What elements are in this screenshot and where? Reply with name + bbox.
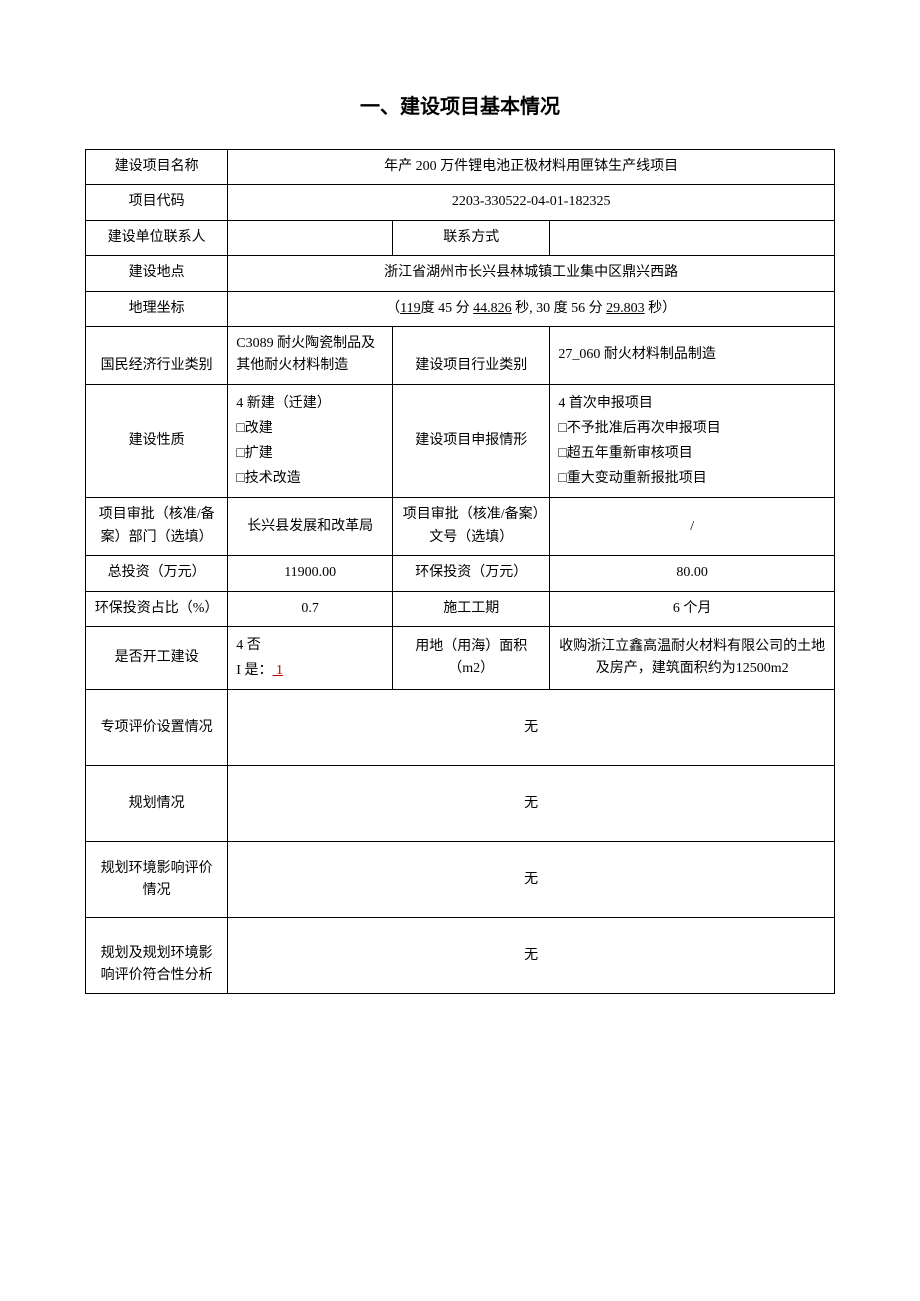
- lat-sec: 29.803: [606, 301, 645, 316]
- label-env-ratio: 环保投资占比（%）: [86, 591, 228, 626]
- project-info-table: 建设项目名称 年产 200 万件锂电池正极材料用匣钵生产线项目 项目代码 220…: [85, 149, 835, 994]
- label-project-name: 建设项目名称: [86, 150, 228, 185]
- value-approval-dept: 长兴县发展和改革局: [228, 498, 393, 556]
- label-approval-dept: 项目审批（核准/备案）部门（选填）: [86, 498, 228, 556]
- nature-opt3: □扩建: [236, 441, 384, 466]
- value-project-name: 年产 200 万件锂电池正极材料用匣钵生产线项目: [228, 150, 835, 185]
- value-declaration-type: 4 首次申报项目 □不予批准后再次申报项目 □超五年重新审核项目 □重大变动重新…: [550, 384, 835, 498]
- value-contact-method: [550, 220, 835, 255]
- nature-opt2: □改建: [236, 416, 384, 441]
- value-planning-eia: 无: [228, 842, 835, 918]
- value-coordinates: （119度 45 分 44.826 秒, 30 度 56 分 29.803 秒）: [228, 291, 835, 326]
- value-env-ratio: 0.7: [228, 591, 393, 626]
- decl-opt4: □重大变动重新报批项目: [558, 466, 826, 491]
- value-industry-category: C3089 耐火陶瓷制品及其他耐火材料制造: [228, 326, 393, 384]
- lng-min: 度 45 分: [421, 301, 470, 316]
- label-env-investment: 环保投资（万元）: [393, 556, 550, 591]
- label-special-eval: 专项评价设置情况: [86, 690, 228, 766]
- label-started: 是否开工建设: [86, 627, 228, 690]
- label-project-industry: 建设项目行业类别: [393, 326, 550, 384]
- value-compliance: 无: [228, 918, 835, 994]
- value-project-industry: 27_060 耐火材料制品制造: [550, 326, 835, 384]
- label-planning: 规划情况: [86, 766, 228, 842]
- decl-opt2: □不予批准后再次申报项目: [558, 416, 826, 441]
- sec-label: 秒, 30 度 56 分: [515, 301, 603, 316]
- value-construction-period: 6 个月: [550, 591, 835, 626]
- nature-opt1: 4 新建（迁建）: [236, 391, 384, 416]
- label-construction-period: 施工工期: [393, 591, 550, 626]
- label-location: 建设地点: [86, 256, 228, 291]
- started-opt2-val: 1: [272, 663, 283, 678]
- started-opt2-prefix: I 是：: [236, 663, 272, 678]
- label-approval-number: 项目审批（核准/备案）文号（选填）: [393, 498, 550, 556]
- coord-end: 秒）: [648, 301, 676, 316]
- label-project-code: 项目代码: [86, 185, 228, 220]
- value-approval-number: /: [550, 498, 835, 556]
- value-total-investment: 11900.00: [228, 556, 393, 591]
- label-construction-nature: 建设性质: [86, 384, 228, 498]
- label-industry-category: 国民经济行业类别: [86, 326, 228, 384]
- lng-deg: 119: [400, 301, 420, 316]
- label-total-investment: 总投资（万元）: [86, 556, 228, 591]
- value-started: 4 否 I 是： 1: [228, 627, 393, 690]
- value-contact-person: [228, 220, 393, 255]
- label-land-area: 用地（用海）面积（m2）: [393, 627, 550, 690]
- started-opt1: 4 否: [236, 633, 384, 658]
- value-location: 浙江省湖州市长兴县林城镇工业集中区鼎兴西路: [228, 256, 835, 291]
- label-declaration-type: 建设项目申报情形: [393, 384, 550, 498]
- lng-sec: 44.826: [473, 301, 512, 316]
- value-env-investment: 80.00: [550, 556, 835, 591]
- value-planning: 无: [228, 766, 835, 842]
- value-special-eval: 无: [228, 690, 835, 766]
- label-planning-eia: 规划环境影响评价情况: [86, 842, 228, 918]
- decl-opt1: 4 首次申报项目: [558, 391, 826, 416]
- label-coordinates: 地理坐标: [86, 291, 228, 326]
- value-construction-nature: 4 新建（迁建） □改建 □扩建 □技术改造: [228, 384, 393, 498]
- label-compliance: 规划及规划环境影响评价符合性分析: [86, 918, 228, 994]
- value-land-area: 收购浙江立鑫高温耐火材料有限公司的土地及房产，建筑面积约为12500m2: [550, 627, 835, 690]
- page-title: 一、建设项目基本情况: [85, 90, 835, 119]
- nature-opt4: □技术改造: [236, 466, 384, 491]
- decl-opt3: □超五年重新审核项目: [558, 441, 826, 466]
- label-contact-person: 建设单位联系人: [86, 220, 228, 255]
- value-project-code: 2203-330522-04-01-182325: [228, 185, 835, 220]
- label-contact-method: 联系方式: [393, 220, 550, 255]
